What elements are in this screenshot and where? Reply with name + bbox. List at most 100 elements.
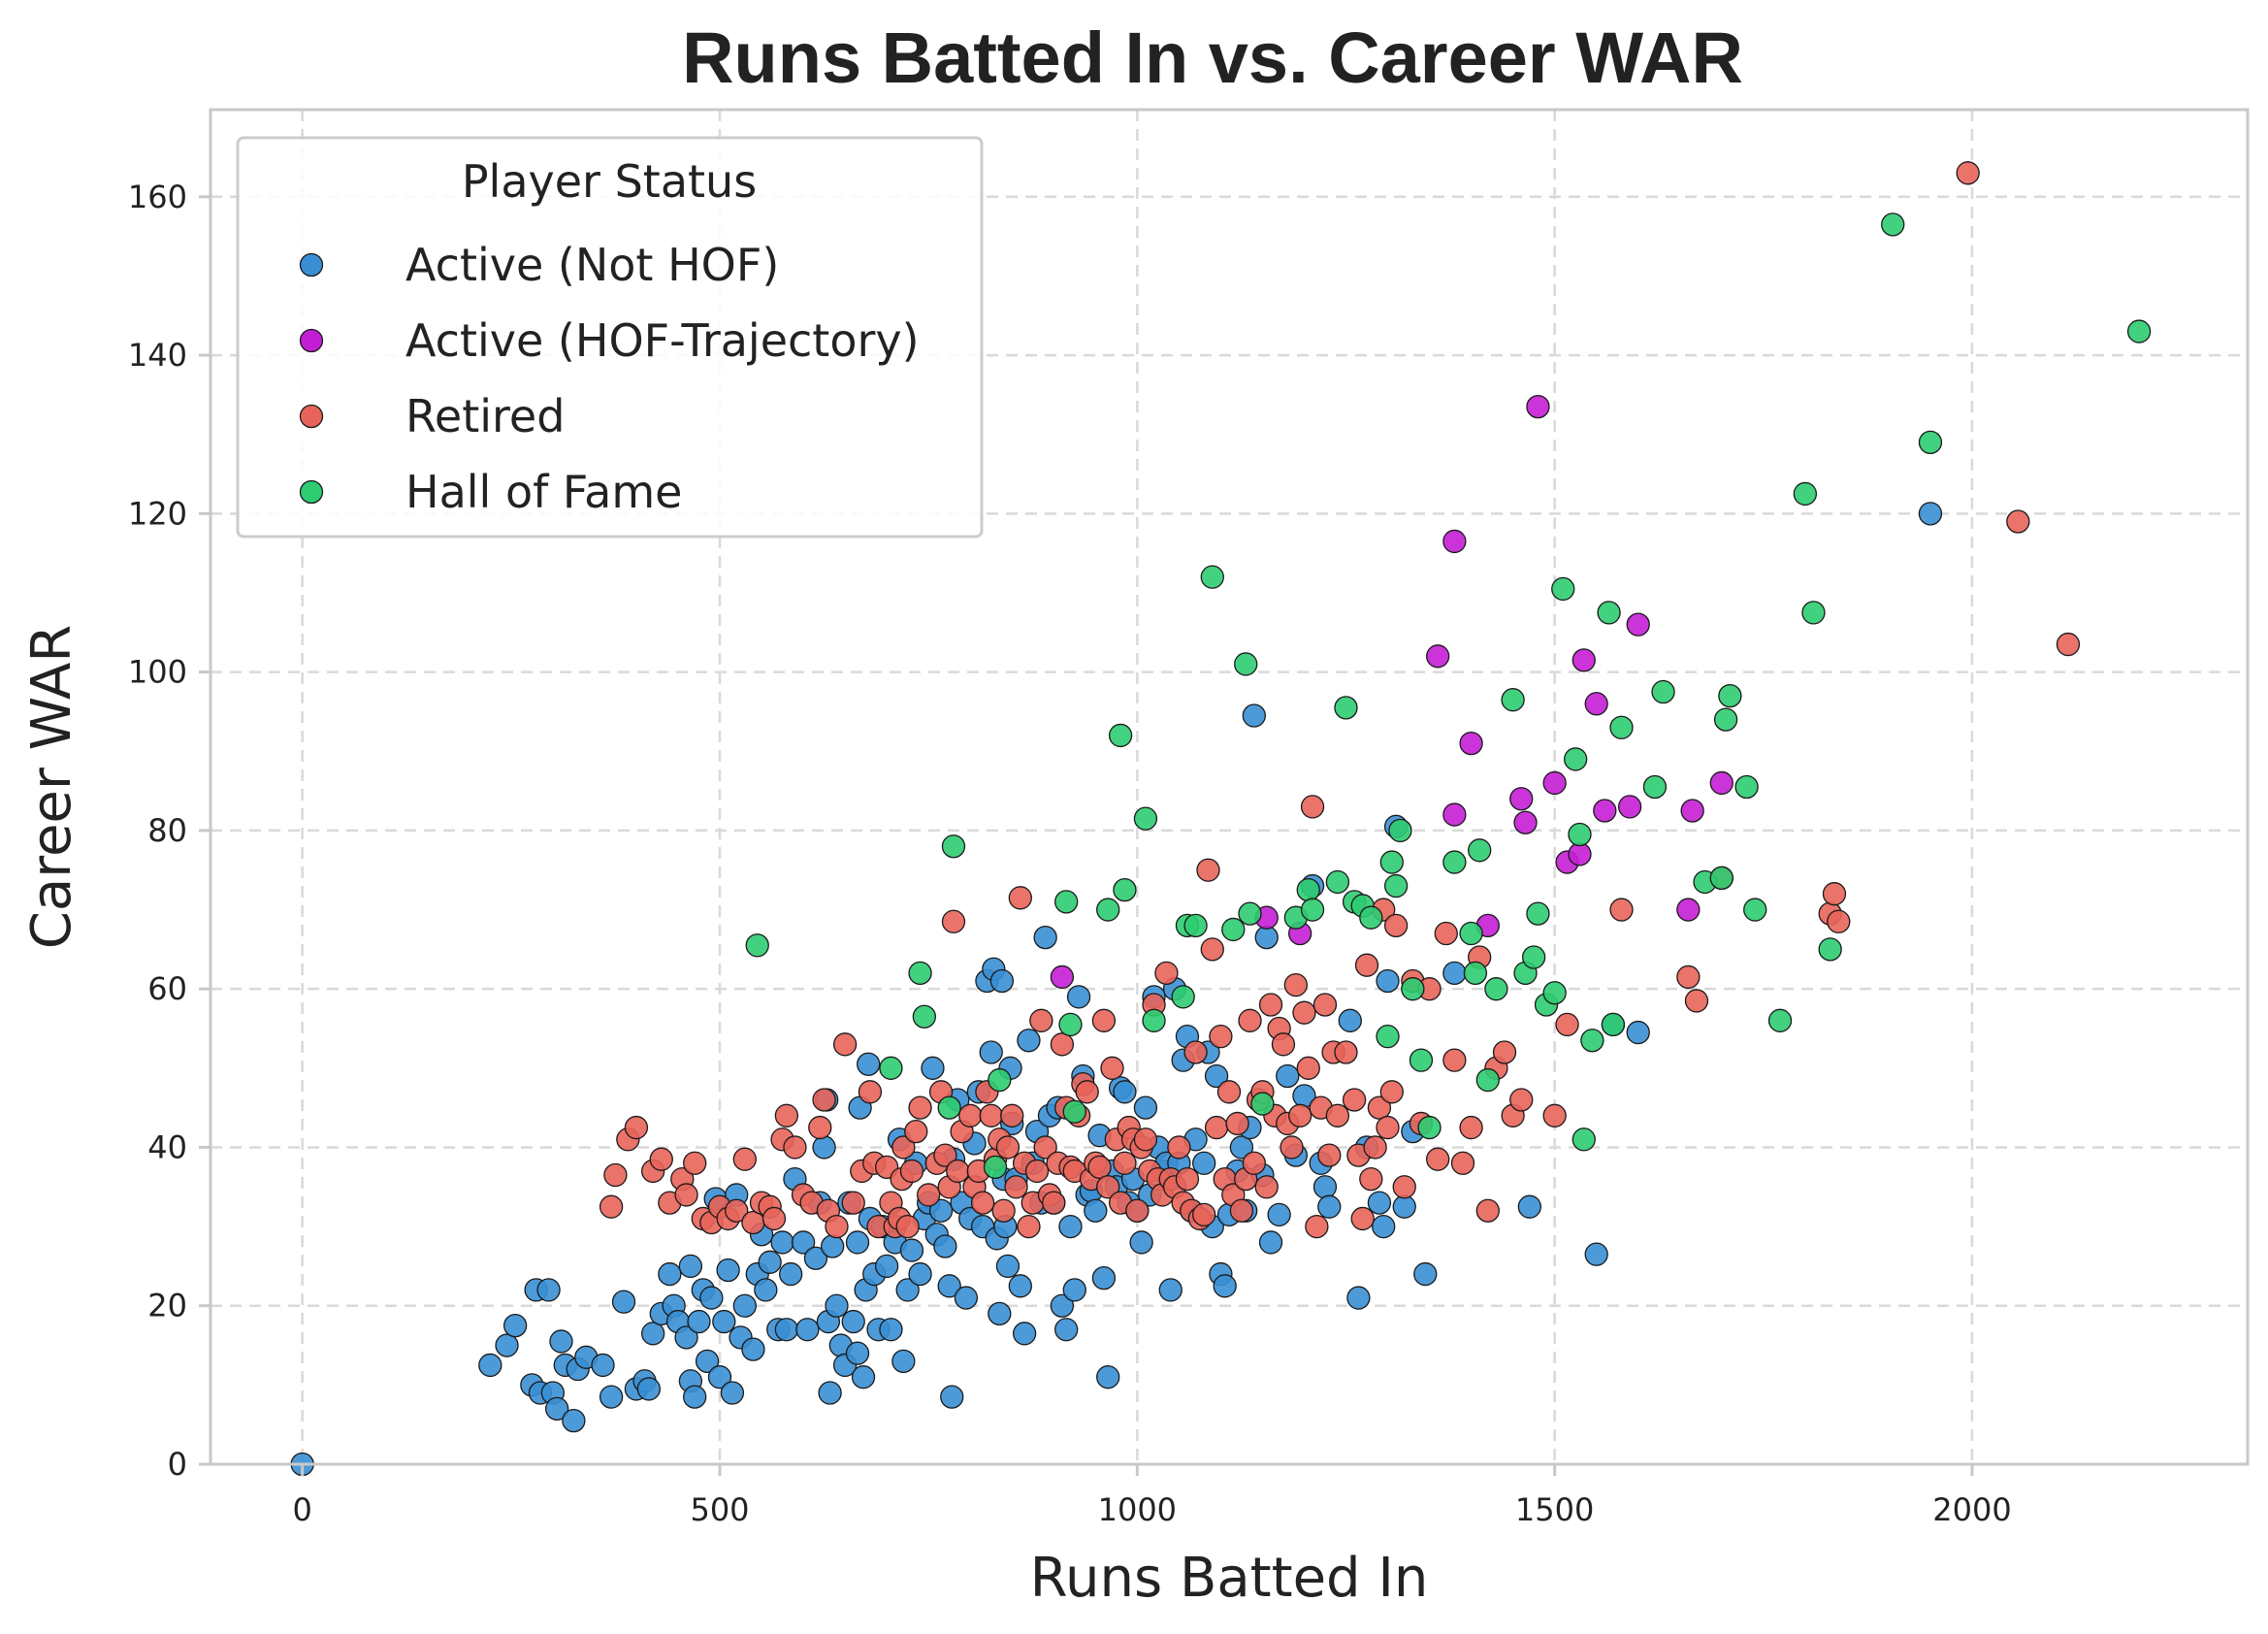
data-point bbox=[1084, 1198, 1108, 1223]
data-point bbox=[1526, 901, 1550, 926]
data-point bbox=[1568, 842, 1592, 866]
data-point bbox=[1426, 644, 1450, 669]
data-point bbox=[1601, 1012, 1626, 1037]
data-point bbox=[678, 1254, 703, 1279]
data-point bbox=[2056, 632, 2081, 657]
data-point bbox=[832, 1032, 858, 1057]
data-point bbox=[928, 1198, 954, 1223]
data-point bbox=[1956, 161, 1980, 185]
y-tick-label: 160 bbox=[128, 179, 187, 215]
data-point bbox=[791, 1230, 816, 1255]
data-point bbox=[1133, 1127, 1158, 1152]
data-point bbox=[1379, 850, 1404, 874]
data-point bbox=[1012, 1322, 1037, 1346]
data-point bbox=[1216, 1080, 1242, 1104]
data-point bbox=[879, 1318, 903, 1342]
data-point bbox=[1342, 1088, 1367, 1112]
data-point bbox=[1459, 921, 1483, 946]
data-point bbox=[1542, 981, 1567, 1005]
data-point bbox=[478, 1353, 502, 1378]
series-2 bbox=[1050, 394, 1733, 990]
data-point bbox=[1509, 1088, 1534, 1112]
data-point bbox=[1204, 1063, 1229, 1089]
data-point bbox=[1564, 747, 1588, 771]
data-point bbox=[1058, 1012, 1083, 1037]
data-point bbox=[1822, 882, 1847, 906]
data-point bbox=[783, 1135, 807, 1160]
data-point bbox=[1234, 652, 1258, 676]
data-point bbox=[649, 1147, 673, 1171]
data-point bbox=[989, 968, 1015, 994]
data-point bbox=[1300, 795, 1325, 819]
data-point bbox=[904, 1119, 928, 1144]
data-point bbox=[1509, 787, 1534, 811]
y-tick-label: 60 bbox=[147, 970, 187, 1007]
data-point bbox=[1312, 993, 1338, 1017]
data-point bbox=[695, 1349, 720, 1374]
legend-label: Active (Not HOF) bbox=[405, 239, 779, 291]
data-point bbox=[1288, 1103, 1312, 1127]
data-point bbox=[1383, 873, 1409, 899]
data-point bbox=[1200, 565, 1224, 589]
data-point bbox=[774, 1318, 799, 1342]
data-point bbox=[895, 1278, 920, 1302]
data-point bbox=[857, 1052, 881, 1076]
data-point bbox=[599, 1385, 624, 1409]
data-point bbox=[1918, 430, 1943, 455]
legend-title: Player Status bbox=[462, 155, 757, 208]
data-point bbox=[821, 1234, 845, 1258]
data-point bbox=[774, 1103, 799, 1127]
data-point bbox=[1513, 810, 1538, 834]
legend-label: Active (HOF-Trajectory) bbox=[405, 314, 920, 367]
data-point bbox=[1450, 1151, 1475, 1175]
data-point bbox=[1254, 925, 1279, 950]
data-point bbox=[1008, 1274, 1032, 1298]
data-point bbox=[1713, 707, 1738, 732]
data-point bbox=[1609, 715, 1634, 739]
data-point bbox=[1346, 1286, 1371, 1310]
data-point bbox=[636, 1377, 661, 1401]
data-point bbox=[1793, 481, 1818, 507]
data-point bbox=[1555, 1012, 1579, 1037]
data-point bbox=[845, 1230, 870, 1255]
data-point bbox=[1258, 1230, 1283, 1255]
data-point bbox=[988, 1301, 1012, 1326]
data-point bbox=[940, 1385, 964, 1409]
data-point bbox=[1300, 898, 1325, 922]
data-point bbox=[1154, 961, 1179, 985]
data-point bbox=[1388, 818, 1412, 843]
data-point bbox=[1209, 1025, 1233, 1049]
data-point bbox=[1680, 799, 1704, 823]
data-point bbox=[1743, 898, 1767, 922]
data-point bbox=[599, 1194, 624, 1219]
data-point bbox=[1459, 1115, 1483, 1140]
data-point bbox=[812, 1088, 836, 1112]
data-point bbox=[818, 1381, 842, 1405]
data-point bbox=[1468, 838, 1492, 863]
legend-marker bbox=[299, 252, 324, 278]
data-point bbox=[1017, 1029, 1041, 1053]
data-point bbox=[1183, 913, 1208, 938]
data-point bbox=[825, 1214, 849, 1239]
data-point bbox=[1229, 1135, 1254, 1160]
data-point bbox=[502, 1313, 528, 1338]
data-point bbox=[1367, 1095, 1392, 1120]
legend-label: Retired bbox=[405, 390, 565, 442]
y-tick-label: 100 bbox=[128, 654, 187, 691]
data-point bbox=[908, 1095, 932, 1120]
data-point bbox=[979, 1040, 1003, 1064]
data-point bbox=[1376, 1025, 1400, 1049]
data-point bbox=[841, 1309, 865, 1334]
data-point bbox=[1338, 1008, 1362, 1032]
data-point bbox=[1325, 1103, 1350, 1127]
data-point bbox=[1204, 1115, 1229, 1140]
data-point bbox=[1350, 1206, 1375, 1231]
data-point bbox=[1376, 968, 1400, 994]
data-point bbox=[1584, 1242, 1608, 1266]
data-point bbox=[683, 1151, 707, 1175]
data-point bbox=[1484, 977, 1508, 1001]
data-point bbox=[603, 1162, 628, 1188]
data-point bbox=[1276, 1063, 1300, 1089]
data-point bbox=[1542, 1103, 1567, 1127]
data-point bbox=[1325, 869, 1350, 895]
